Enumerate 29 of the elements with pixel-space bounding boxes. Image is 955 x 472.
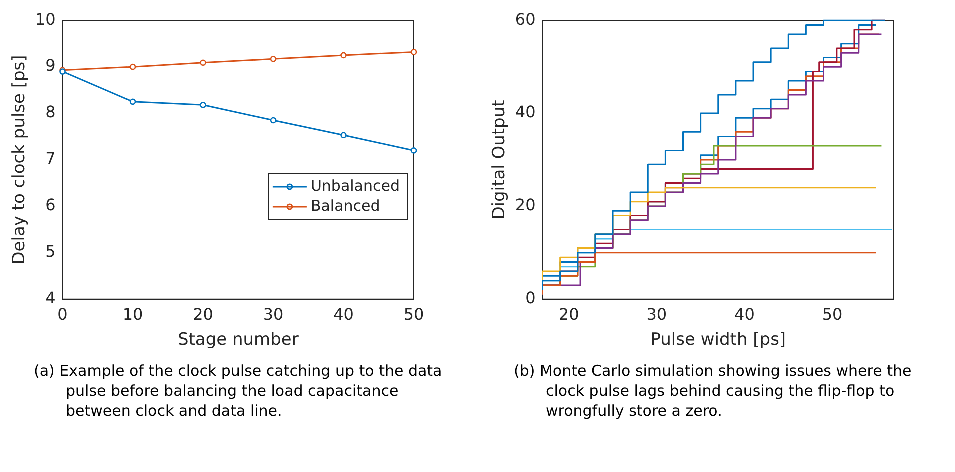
x-tick-label: 40	[334, 305, 354, 324]
legend-label: Balanced	[310, 196, 380, 215]
x-tick-label: 20	[558, 305, 580, 324]
x-tick-label: 0	[58, 305, 68, 324]
x-tick-label: 50	[404, 305, 424, 324]
text: (a) Example of the clock pulse catching up to the data pulse before balancing the load capacitance between clock and data line.	[33, 361, 444, 421]
x-tick-label: 10	[122, 305, 144, 324]
text: (b) Monte Carlo simulation showing issues where the clock pulse lags behind causing the flip-flop to wrongfully store a zero.	[513, 361, 913, 421]
y-tick-label: 5	[46, 242, 56, 262]
y-tick-label: 60	[515, 10, 536, 29]
x-tick-label: 50	[822, 305, 843, 324]
x-axis-title: Pulse width [ps]	[650, 330, 786, 350]
y-axis-title: Delay to clock pulse [ps]	[10, 55, 30, 265]
x-tick-label: 30	[646, 305, 668, 324]
x-tick-label: 40	[734, 305, 755, 324]
y-tick-label: 6	[46, 196, 56, 215]
x-tick-label: 20	[193, 305, 214, 324]
y-tick-label: 9	[46, 56, 56, 76]
y-tick-label: 40	[515, 102, 536, 122]
x-tick-label: 30	[263, 305, 284, 324]
legend-label: Unbalanced	[310, 176, 400, 195]
y-tick-label: 7	[46, 149, 56, 168]
y-tick-label: 20	[515, 196, 536, 215]
y-tick-label: 8	[46, 102, 56, 122]
y-tick-label: 4	[46, 288, 56, 308]
y-axis-title: Digital Output	[490, 100, 510, 220]
x-axis-title: Stage number	[178, 330, 299, 350]
y-tick-label: 10	[35, 10, 56, 29]
y-tick-label: 0	[526, 288, 536, 308]
